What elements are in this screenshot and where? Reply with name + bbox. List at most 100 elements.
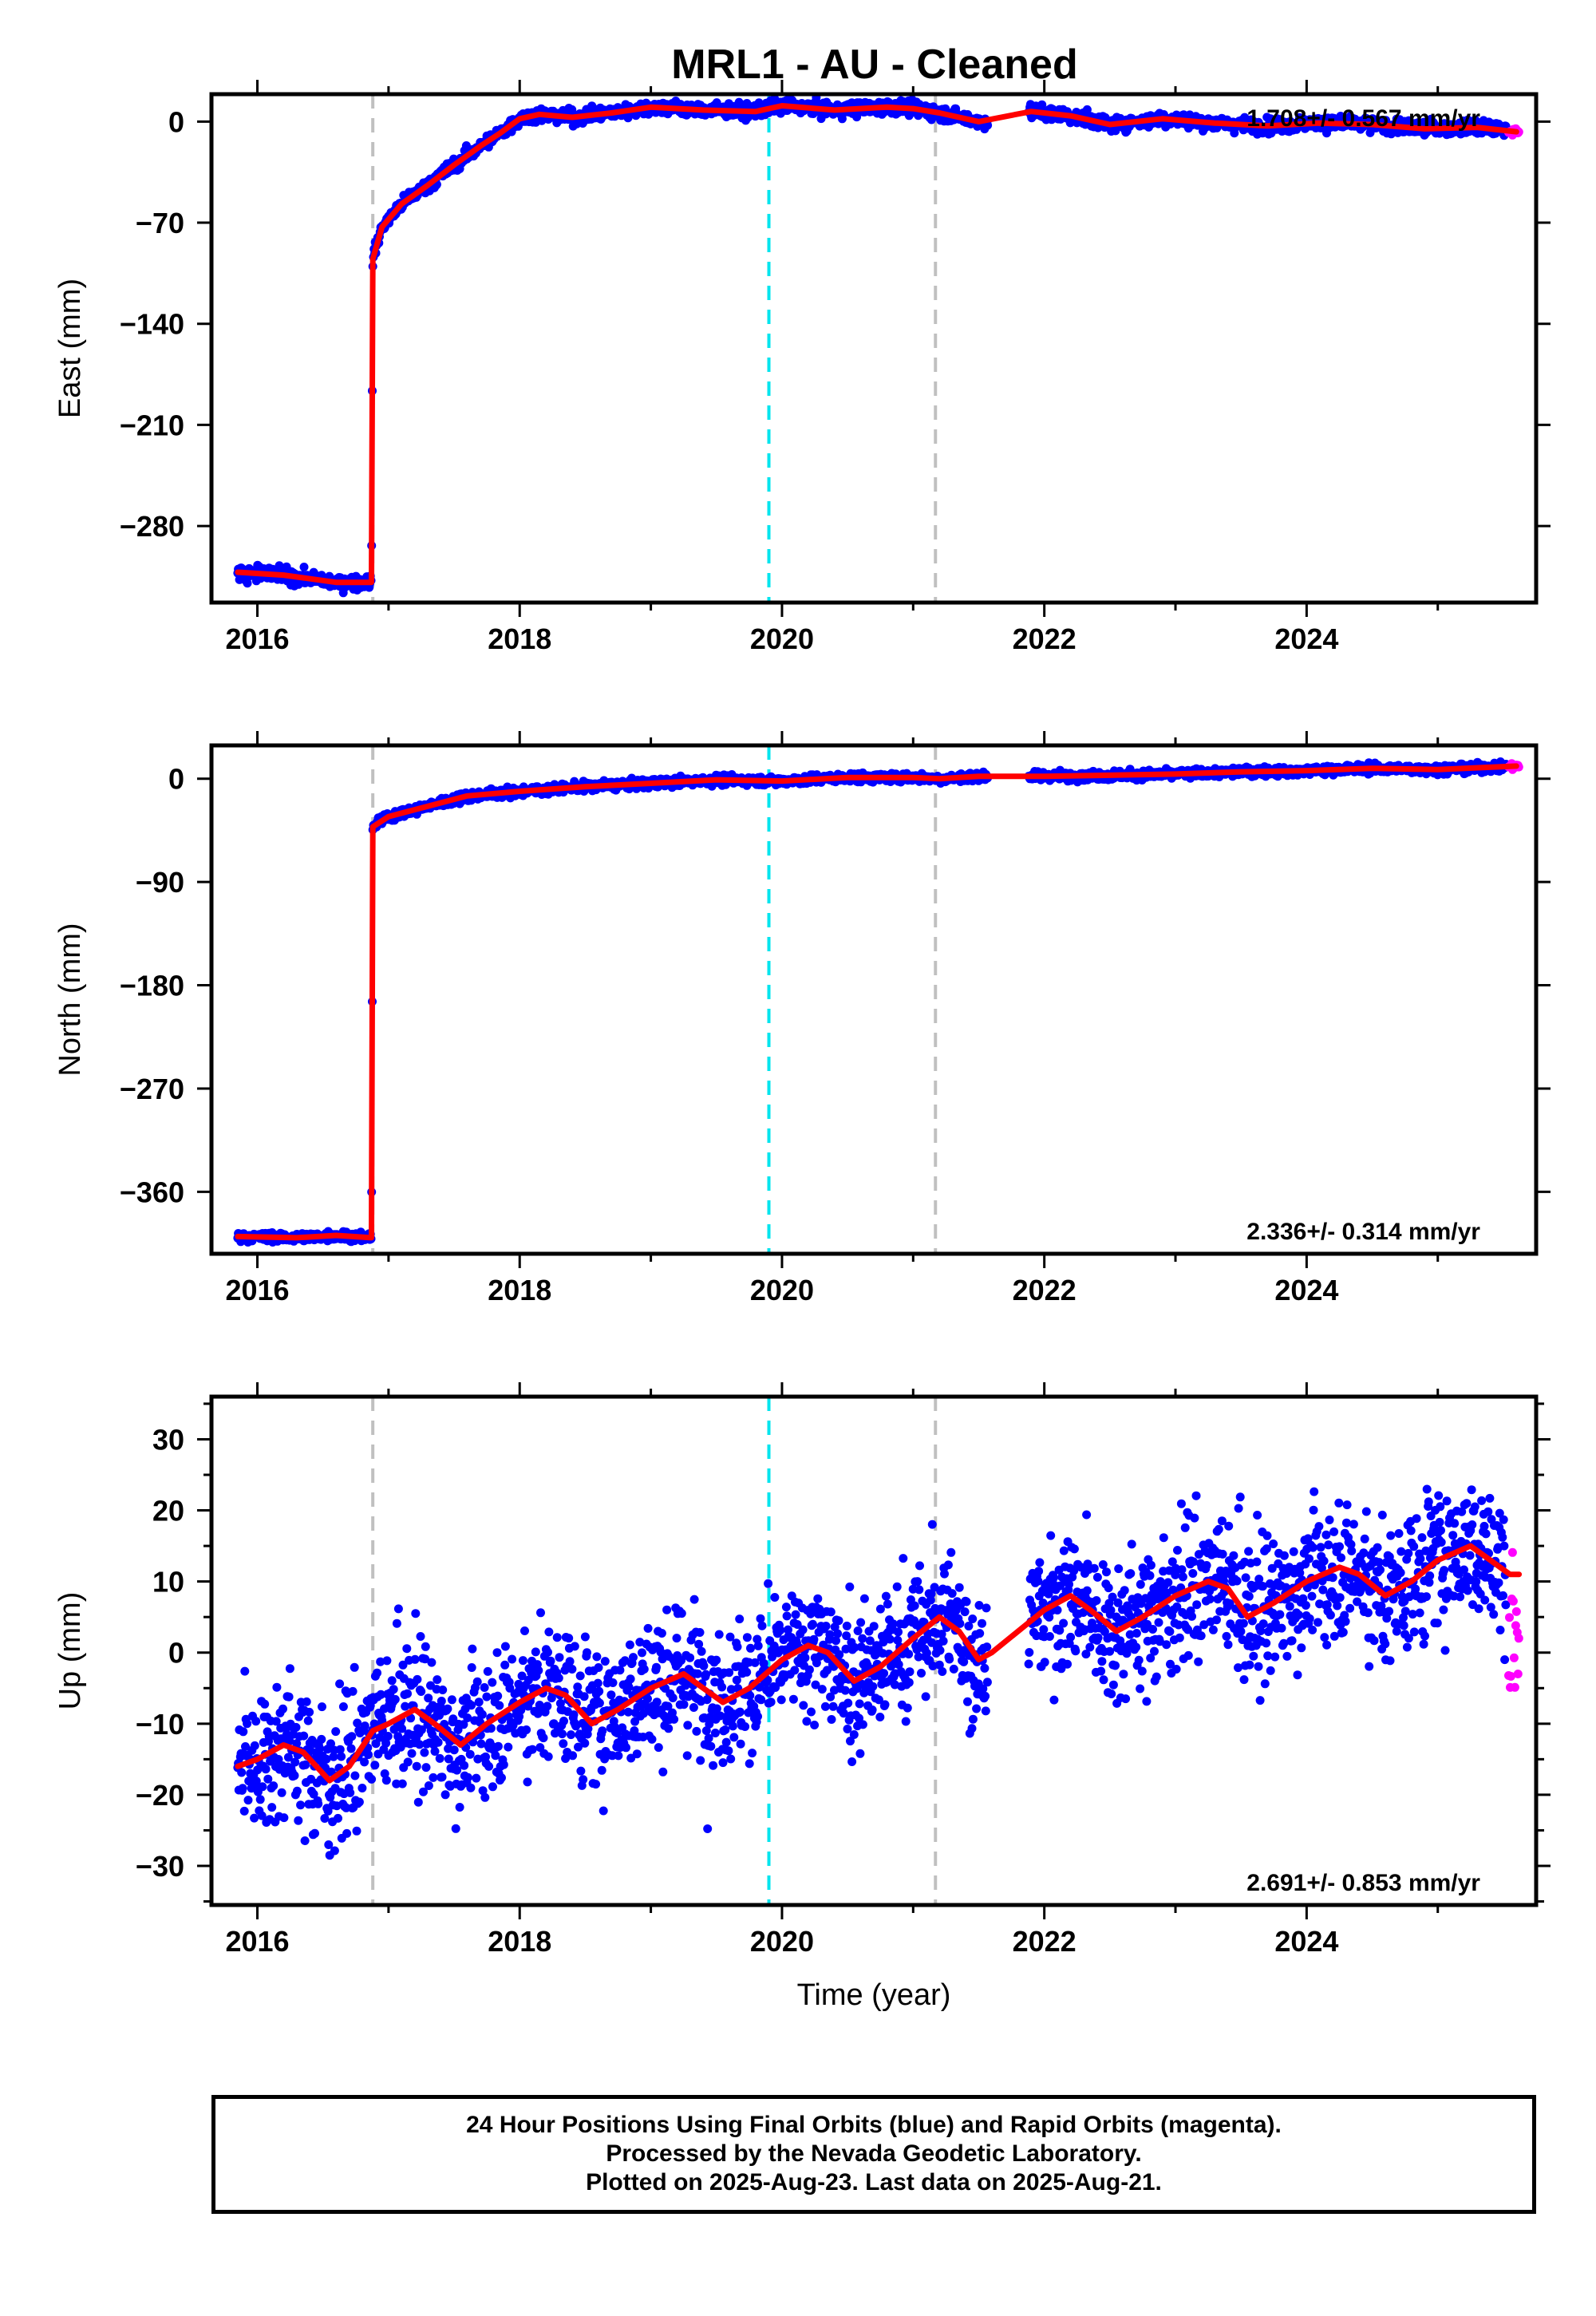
up-final-point bbox=[463, 1713, 472, 1722]
up-final-point bbox=[382, 1656, 392, 1666]
up-final-point bbox=[472, 1677, 482, 1686]
up-final-point bbox=[595, 1698, 604, 1708]
up-final-point bbox=[309, 1789, 318, 1799]
up-final-point bbox=[500, 1642, 510, 1651]
up-final-point bbox=[433, 1737, 443, 1747]
up-final-point bbox=[346, 1744, 356, 1753]
up-final-point bbox=[350, 1662, 359, 1672]
up-final-point bbox=[579, 1775, 588, 1784]
up-final-point bbox=[573, 1682, 583, 1692]
up-final-point bbox=[565, 1657, 575, 1666]
east-y-tick-label: −210 bbox=[120, 409, 184, 441]
east-x-tick-label: 2024 bbox=[1274, 622, 1338, 655]
up-final-point bbox=[338, 1702, 348, 1711]
up-final-point bbox=[346, 1788, 355, 1797]
up-final-point bbox=[416, 1632, 425, 1641]
up-final-point bbox=[279, 1813, 289, 1823]
up-final-point bbox=[367, 1774, 377, 1784]
east-x-tick-label: 2022 bbox=[1013, 622, 1077, 655]
up-final-point bbox=[348, 1686, 358, 1696]
up-final-point bbox=[447, 1695, 456, 1705]
up-final-point bbox=[520, 1626, 529, 1635]
up-final-point bbox=[639, 1709, 649, 1718]
up-final-point bbox=[508, 1654, 517, 1664]
north-model-line bbox=[235, 763, 1519, 1241]
up-final-point bbox=[555, 1698, 565, 1708]
up-final-point bbox=[465, 1749, 475, 1759]
up-final-point bbox=[269, 1781, 279, 1791]
up-final-point bbox=[614, 1751, 623, 1761]
up-final-point bbox=[625, 1640, 634, 1650]
up-final-point bbox=[654, 1743, 663, 1753]
up-final-point bbox=[402, 1644, 412, 1654]
up-final-point bbox=[615, 1666, 625, 1675]
up-final-point bbox=[419, 1787, 428, 1796]
east-plot-area bbox=[233, 94, 1523, 603]
up-final-point bbox=[623, 1707, 633, 1717]
up-final-point bbox=[500, 1660, 510, 1670]
up-final-point bbox=[292, 1786, 302, 1796]
up-final-point bbox=[282, 1729, 291, 1739]
up-final-point bbox=[523, 1675, 533, 1685]
up-final-orbit-points bbox=[233, 1484, 1511, 1860]
up-final-point bbox=[571, 1721, 581, 1731]
east-y-tick-label: −140 bbox=[120, 308, 184, 341]
up-final-point bbox=[468, 1644, 477, 1654]
up-final-point bbox=[608, 1678, 618, 1687]
up-final-point bbox=[543, 1647, 552, 1657]
up-final-point bbox=[240, 1666, 250, 1676]
up-final-point bbox=[373, 1668, 381, 1678]
up-final-point bbox=[474, 1697, 484, 1707]
up-final-point bbox=[411, 1609, 421, 1618]
up-final-point bbox=[652, 1697, 662, 1707]
up-final-point bbox=[314, 1799, 323, 1808]
up-final-point bbox=[522, 1725, 531, 1734]
up-final-point bbox=[407, 1749, 417, 1758]
up-final-point bbox=[493, 1691, 503, 1701]
up-final-point bbox=[397, 1724, 407, 1733]
up-final-point bbox=[239, 1806, 249, 1816]
north-y-tick-label: −180 bbox=[120, 970, 184, 1002]
north-x-tick-label: 2018 bbox=[488, 1274, 551, 1306]
up-final-point bbox=[488, 1782, 497, 1792]
up-final-point bbox=[591, 1780, 601, 1789]
north-y-tick-label: −90 bbox=[136, 866, 184, 899]
up-final-point bbox=[486, 1724, 496, 1733]
up-final-point bbox=[299, 1731, 309, 1741]
up-final-point bbox=[567, 1665, 577, 1674]
up-final-point bbox=[491, 1751, 500, 1761]
east-y-tick-label: −70 bbox=[136, 207, 184, 239]
east-x-tick-label: 2018 bbox=[488, 622, 551, 655]
up-final-point bbox=[620, 1656, 630, 1666]
north-y-axis-label: North (mm) bbox=[53, 923, 87, 1076]
up-final-point bbox=[592, 1652, 602, 1662]
chart-title: MRL1 - AU - Cleaned bbox=[671, 41, 1077, 88]
up-final-point bbox=[296, 1800, 306, 1810]
up-final-point bbox=[301, 1760, 310, 1769]
north-x-tick-label: 2022 bbox=[1013, 1274, 1077, 1306]
up-final-point bbox=[283, 1753, 293, 1762]
east-velocity-label: 1.708+/- 0.567 mm/yr bbox=[1246, 105, 1480, 132]
north-final-orbit-points bbox=[233, 757, 1511, 1247]
north-x-tick-label: 2024 bbox=[1274, 1274, 1338, 1306]
up-final-point bbox=[639, 1665, 649, 1674]
up-final-point bbox=[310, 1828, 319, 1838]
up-final-point bbox=[481, 1752, 490, 1761]
up-final-point bbox=[239, 1727, 248, 1737]
north-x-tick-label: 2020 bbox=[750, 1274, 814, 1306]
up-final-point bbox=[251, 1717, 261, 1726]
up-final-point bbox=[255, 1795, 265, 1804]
east-final-point bbox=[1037, 100, 1047, 109]
up-final-point bbox=[595, 1686, 604, 1696]
up-final-point bbox=[427, 1658, 437, 1667]
up-final-point bbox=[580, 1632, 590, 1642]
up-final-point bbox=[331, 1727, 341, 1737]
up-final-point bbox=[480, 1792, 490, 1802]
up-final-point bbox=[393, 1604, 403, 1614]
up-final-point bbox=[364, 1750, 373, 1760]
up-final-point bbox=[238, 1784, 247, 1793]
up-final-point bbox=[437, 1697, 446, 1705]
up-final-point bbox=[544, 1627, 554, 1637]
up-final-point bbox=[285, 1664, 294, 1674]
up-final-point bbox=[290, 1771, 299, 1780]
